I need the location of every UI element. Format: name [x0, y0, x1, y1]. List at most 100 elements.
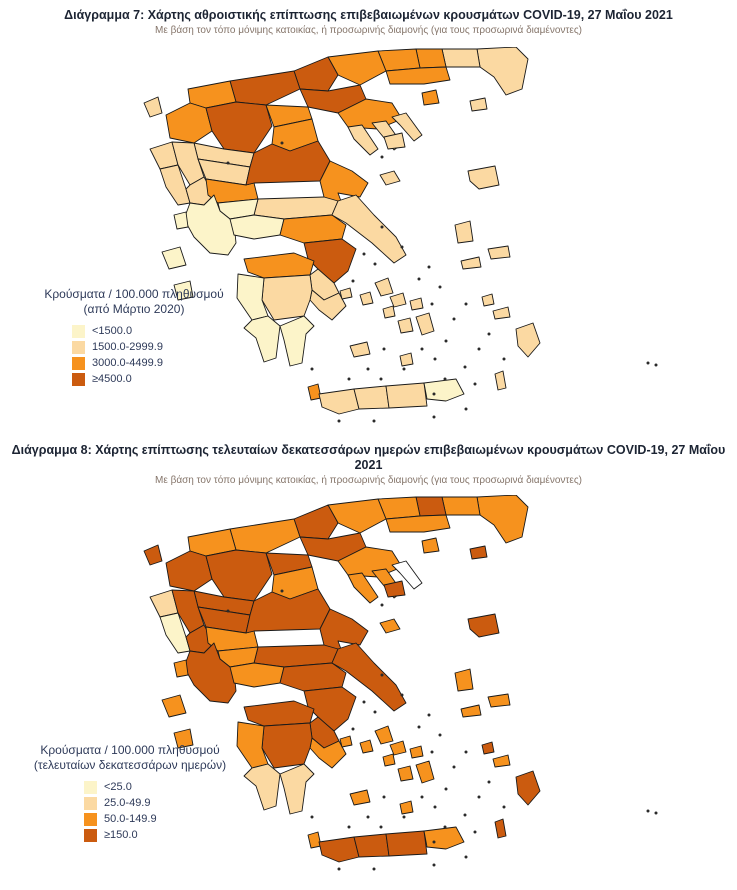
region-milos — [349, 341, 371, 358]
islet-dot — [380, 673, 384, 677]
legend-item: ≥150.0 — [84, 827, 236, 843]
legend-item: ≥4500.0 — [72, 371, 240, 387]
region-rethymno — [353, 385, 390, 410]
islet-dot — [402, 367, 406, 371]
islet-dot — [372, 419, 376, 423]
region-kos — [492, 754, 511, 768]
region-lesvos — [467, 165, 500, 190]
legend-14day: Κρούσματα / 100.000 πληθυσμού (τελευταίω… — [24, 743, 236, 843]
legend-swatch — [84, 796, 97, 810]
region-lefkada — [173, 659, 189, 678]
figure-diagram-7: Διάγραμμα 7: Χάρτης αθροιστικής επίπτωση… — [0, 0, 737, 439]
region-achaia — [243, 700, 315, 727]
legend-label: 1500.0-2999.9 — [92, 341, 163, 353]
islet-dot — [432, 392, 436, 396]
region-karpathos — [494, 370, 507, 391]
region-rodopi — [441, 48, 481, 68]
islet-dot — [373, 262, 377, 266]
region-evia — [331, 194, 407, 264]
region-athos — [391, 560, 423, 590]
islet-dot — [433, 357, 437, 361]
islet-dot — [362, 252, 366, 256]
region-aegina — [339, 287, 353, 300]
figure-8-title: Διάγραμμα 8: Χάρτης επίπτωσης τελευταίων… — [11, 443, 726, 472]
region-heraklion — [385, 382, 428, 409]
islet-dot — [646, 809, 650, 813]
legend-item: 25.0-49.9 — [84, 795, 236, 811]
figure-8-map-area: Κρούσματα / 100.000 πληθυσμού (τελευταίω… — [0, 495, 737, 887]
islet-dot — [417, 725, 421, 729]
islet-dot — [362, 700, 366, 704]
region-kassandra — [347, 124, 379, 156]
region-lasithi — [423, 378, 465, 402]
islet-dot — [438, 285, 442, 289]
legend-item: 50.0-149.9 — [84, 811, 236, 827]
region-chios — [454, 220, 474, 244]
islet-dot — [400, 693, 404, 697]
islet-dot — [487, 332, 491, 336]
islet-dot — [347, 825, 351, 829]
figure-7-map-area: Κρούσματα / 100.000 πληθυσμού (από Μάρτι… — [0, 47, 737, 439]
legend-swatch — [84, 780, 97, 794]
islet-dot — [430, 750, 434, 754]
region-paros — [397, 317, 414, 334]
region-tinos — [389, 292, 407, 308]
region-kea — [359, 291, 374, 306]
islet-dot — [430, 302, 434, 306]
islet-dot — [464, 407, 468, 411]
region-laconia — [279, 315, 315, 367]
legend-item: 3000.0-4499.9 — [72, 355, 240, 371]
islet-dot — [438, 733, 442, 737]
islet-dot — [477, 795, 481, 799]
islet-dot — [226, 609, 230, 613]
legend-item: <25.0 — [84, 779, 236, 795]
islet-dot — [382, 795, 386, 799]
region-xanthi — [415, 496, 447, 517]
region-kos — [492, 306, 511, 320]
legend-cumulative: Κρούσματα / 100.000 πληθυσμού (από Μάρτι… — [28, 287, 240, 387]
legend-label: <1500.0 — [92, 325, 133, 337]
region-samothraki — [469, 545, 488, 560]
region-kozani — [205, 101, 273, 154]
region-chania — [318, 388, 360, 415]
islet-dot — [372, 867, 376, 871]
region-laconia — [279, 763, 315, 815]
region-achaia — [243, 252, 315, 279]
region-larissa — [245, 588, 331, 634]
region-samos — [487, 245, 511, 260]
legend-label: ≥4500.0 — [92, 373, 132, 385]
region-serres — [327, 498, 387, 534]
islet-dot — [310, 367, 314, 371]
region-syros — [382, 753, 396, 767]
region-kastoria — [165, 550, 213, 592]
region-fokida — [229, 662, 285, 688]
legend-label: 50.0-149.9 — [104, 813, 157, 825]
region-kassandra — [347, 572, 379, 604]
region-mykonos — [409, 745, 424, 759]
islet-dot — [463, 813, 467, 817]
region-fokida — [229, 214, 285, 240]
region-samos — [487, 693, 511, 708]
region-andros — [374, 725, 394, 745]
region-argolida — [309, 289, 347, 321]
region-milos — [349, 789, 371, 806]
islet-dot — [502, 357, 506, 361]
region-naxos — [415, 312, 435, 336]
region-lemnos — [383, 580, 406, 598]
islet-dot — [473, 830, 477, 834]
region-ikaria — [460, 704, 482, 718]
region-messinia — [243, 763, 281, 811]
region-kastoria — [165, 102, 213, 144]
legend-swatch — [72, 324, 85, 338]
legend-swatch — [72, 340, 85, 354]
islet-dot — [464, 855, 468, 859]
region-serres — [327, 50, 387, 86]
region-kythira — [307, 831, 322, 849]
region-andros — [374, 277, 394, 297]
figure-diagram-8: Διάγραμμα 8: Χάρτης επίπτωσης τελευταίων… — [0, 443, 737, 887]
islet-dot — [402, 815, 406, 819]
region-lasithi — [423, 826, 465, 850]
islet-dot — [351, 279, 355, 283]
islet-dot — [420, 795, 424, 799]
